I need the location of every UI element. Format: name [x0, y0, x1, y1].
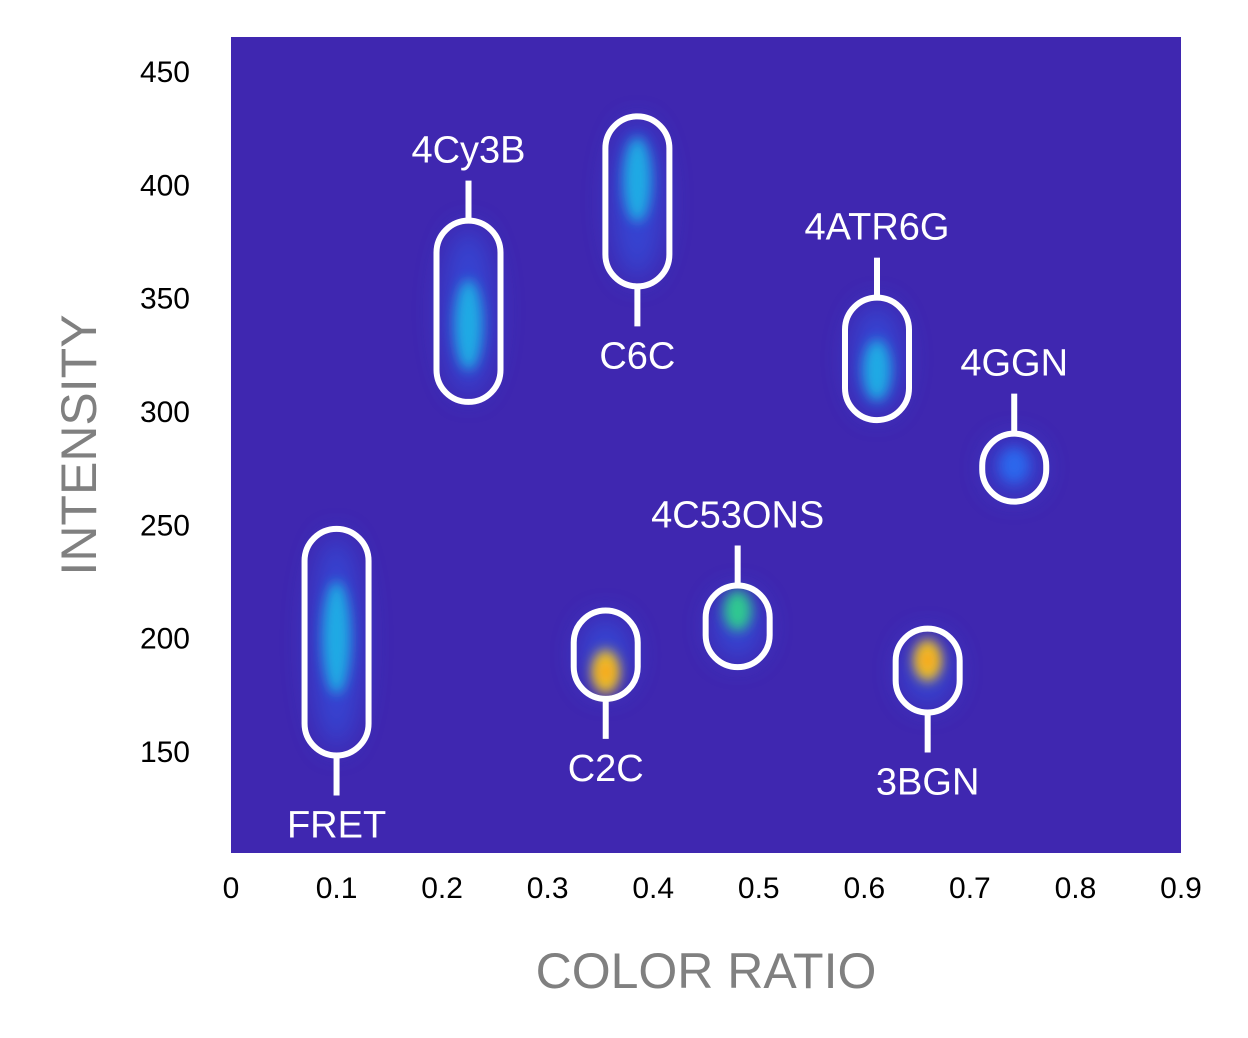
- y-tick-label-4: 350: [140, 283, 190, 316]
- x-tick-label-0: 0: [223, 872, 240, 905]
- cluster-core-fret: [322, 581, 351, 695]
- y-tick-label-6: 450: [140, 56, 190, 89]
- x-tick-label-7: 0.7: [949, 872, 991, 905]
- y-tick-label-5: 400: [140, 169, 190, 202]
- x-tick-label-4: 0.4: [632, 872, 674, 905]
- x-axis-title: COLOR RATIO: [536, 943, 877, 999]
- cluster-core-4cy3b: [454, 279, 483, 371]
- x-tick-label-9: 0.9: [1160, 872, 1202, 905]
- x-axis-ticks: 0 0.1 0.2 0.3 0.4 0.5 0.6 0.7 0.8 0.9: [223, 872, 1202, 905]
- x-tick-label-3: 0.3: [527, 872, 569, 905]
- y-axis-ticks: 150 200 250 300 350 400 450: [140, 56, 190, 769]
- cluster-label-3bgn: 3BGN: [876, 761, 979, 803]
- y-tick-label-1: 200: [140, 623, 190, 656]
- x-tick-label-2: 0.2: [421, 872, 463, 905]
- cluster-label-4cy3b: 4Cy3B: [411, 130, 525, 172]
- cluster-label-c2c: C2C: [568, 748, 644, 790]
- y-tick-label-3: 300: [140, 396, 190, 429]
- heat-layer: [310, 122, 1041, 750]
- y-tick-label-0: 150: [140, 736, 190, 769]
- cluster-label-fret: FRET: [287, 805, 386, 847]
- x-tick-label-8: 0.8: [1055, 872, 1097, 905]
- x-tick-label-6: 0.6: [843, 872, 885, 905]
- cluster-label-4c53ons: 4C53ONS: [651, 495, 824, 537]
- cluster-outlines: FRET 4Cy3B C2C C6C 4C53ONS 4ATR6G 3BGN 4GGN: [287, 113, 1068, 847]
- cluster-label-4atr6g: 4ATR6G: [804, 207, 949, 249]
- cluster-label-4ggn: 4GGN: [960, 343, 1068, 385]
- cluster-core-c6c: [623, 137, 652, 223]
- cluster-peak-3bgn: [920, 650, 935, 671]
- x-tick-label-5: 0.5: [738, 872, 780, 905]
- y-tick-label-2: 250: [140, 509, 190, 542]
- y-axis-title: INTENSITY: [51, 314, 107, 575]
- cluster-peak-c2c: [598, 661, 613, 682]
- cluster-core-4c53ons: [723, 590, 752, 631]
- cluster-label-c6c: C6C: [599, 335, 675, 377]
- x-tick-label-1: 0.1: [316, 872, 358, 905]
- cluster-core-4ggn: [1000, 448, 1029, 483]
- cluster-core-4atr6g: [863, 339, 891, 401]
